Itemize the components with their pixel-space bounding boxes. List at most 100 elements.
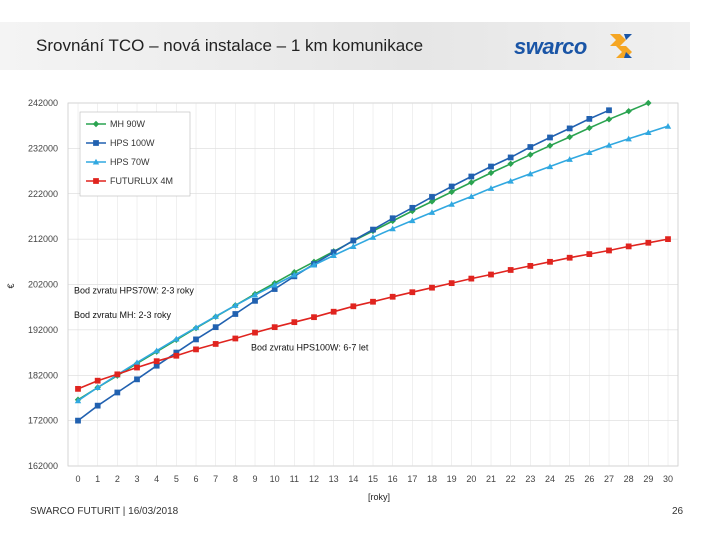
x-tick-label: 14 — [348, 474, 358, 484]
data-point-futurlux — [94, 377, 101, 384]
data-point-futurlux — [370, 298, 376, 305]
legend-marker-hps100 — [93, 140, 99, 146]
data-point-futurlux — [566, 254, 573, 261]
data-point-futurlux — [212, 341, 219, 347]
y-tick-label: 172000 — [28, 416, 58, 426]
y-tick-label: 192000 — [28, 325, 58, 335]
data-point-futurlux — [114, 371, 121, 378]
data-point-mh — [586, 124, 593, 132]
y-tick-label: 212000 — [28, 234, 58, 244]
data-point-hps70 — [192, 324, 200, 331]
x-axis-label: [roky] — [368, 492, 390, 502]
series — [74, 99, 672, 424]
y-tick-label: 222000 — [28, 189, 58, 199]
y-axis-label: € — [6, 283, 16, 288]
data-point-hps70 — [133, 359, 141, 366]
data-point-futurlux — [252, 329, 258, 336]
page-title: Srovnání TCO – nová instalace – 1 km kom… — [36, 36, 424, 55]
legend-label-futurlux: FUTURLUX 4M — [110, 176, 173, 186]
y-tick-label: 162000 — [28, 461, 58, 471]
data-point-hps100 — [488, 163, 494, 170]
data-point-hps100 — [212, 324, 219, 331]
data-point-hps70 — [409, 217, 416, 224]
data-point-hps100 — [271, 286, 278, 292]
data-point-hps70 — [291, 271, 298, 278]
x-tick-label: 6 — [193, 474, 198, 484]
data-point-futurlux — [75, 385, 81, 392]
swarco-logo-mark — [610, 34, 632, 58]
y-tick-label: 202000 — [28, 280, 58, 290]
x-tick-label: 12 — [309, 474, 319, 484]
data-point-hps100 — [606, 107, 612, 114]
data-point-hps70 — [527, 170, 534, 177]
x-tick-label: 20 — [466, 474, 476, 484]
data-point-hps70 — [310, 261, 318, 268]
x-tick-label: 23 — [525, 474, 535, 484]
legend: MH 90W HPS 100W HPS 70W FUTURLUX 4M — [79, 111, 191, 197]
x-tick-label: 3 — [134, 474, 139, 484]
data-point-futurlux — [291, 319, 298, 326]
data-point-hps100 — [232, 311, 239, 317]
tco-line-chart: 1620001720001820001920002020002120002220… — [6, 98, 679, 502]
data-point-hps70 — [74, 397, 82, 404]
data-point-hps70 — [94, 384, 101, 391]
data-point-hps100 — [409, 204, 416, 211]
data-point-futurlux — [153, 358, 160, 365]
legend-label-hps100: HPS 100W — [110, 138, 155, 148]
axes: 1620001720001820001920002020002120002220… — [6, 98, 673, 502]
x-tick-label: 15 — [368, 474, 378, 484]
data-point-hps100 — [114, 389, 121, 396]
x-tick-label: 27 — [604, 474, 614, 484]
data-point-hps70 — [271, 281, 278, 288]
x-tick-label: 21 — [486, 474, 496, 484]
data-point-hps70 — [369, 234, 377, 240]
data-point-hps100 — [586, 116, 593, 122]
data-point-hps100 — [350, 237, 357, 244]
data-point-hps70 — [546, 163, 554, 170]
x-tick-label: 2 — [115, 474, 120, 484]
swarco-logo-text: swarco — [514, 34, 587, 59]
data-point-futurlux — [527, 263, 534, 269]
data-point-hps100 — [389, 215, 396, 222]
data-point-hps70 — [468, 193, 475, 200]
data-point-hps70 — [586, 149, 593, 156]
data-point-hps100 — [429, 194, 435, 200]
y-tick-label: 182000 — [28, 370, 58, 380]
data-point-futurlux — [350, 303, 357, 310]
data-point-futurlux — [586, 251, 593, 257]
x-tick-label: 10 — [270, 474, 280, 484]
data-point-futurlux — [625, 243, 632, 250]
data-point-futurlux — [606, 247, 612, 254]
data-point-futurlux — [448, 280, 455, 287]
y-tick-label: 232000 — [28, 143, 58, 153]
x-tick-label: 16 — [388, 474, 398, 484]
x-tick-label: 29 — [643, 474, 653, 484]
x-tick-label: 24 — [545, 474, 555, 484]
data-point-hps70 — [212, 313, 219, 319]
data-point-hps100 — [448, 183, 455, 190]
y-tick-label: 242000 — [28, 98, 58, 108]
data-point-hps100 — [75, 417, 81, 424]
annotation-1: Bod zvratu MH: 2-3 roky — [74, 310, 172, 320]
legend-marker-hps70 — [92, 158, 100, 165]
data-point-hps70 — [625, 135, 632, 142]
data-point-hps70 — [605, 141, 613, 148]
x-tick-label: 5 — [174, 474, 179, 484]
data-point-futurlux — [488, 271, 494, 278]
data-point-futurlux — [389, 293, 396, 300]
x-tick-label: 28 — [624, 474, 634, 484]
swarco-logo: swarco — [514, 34, 632, 59]
data-point-hps100 — [252, 297, 258, 304]
data-point-hps70 — [487, 185, 495, 191]
legend-marker-futurlux — [93, 178, 99, 184]
x-tick-label: 11 — [290, 474, 299, 484]
x-tick-label: 22 — [506, 474, 516, 484]
data-point-mh — [527, 151, 534, 158]
page-number: 26 — [672, 506, 684, 517]
data-point-mh — [605, 116, 613, 123]
annotation-2: Bod zvratu HPS100W: 6-7 let — [251, 342, 369, 352]
data-point-futurlux — [134, 364, 140, 371]
data-point-mh — [448, 188, 455, 196]
data-point-hps100 — [134, 376, 140, 383]
data-point-hps100 — [153, 362, 160, 369]
